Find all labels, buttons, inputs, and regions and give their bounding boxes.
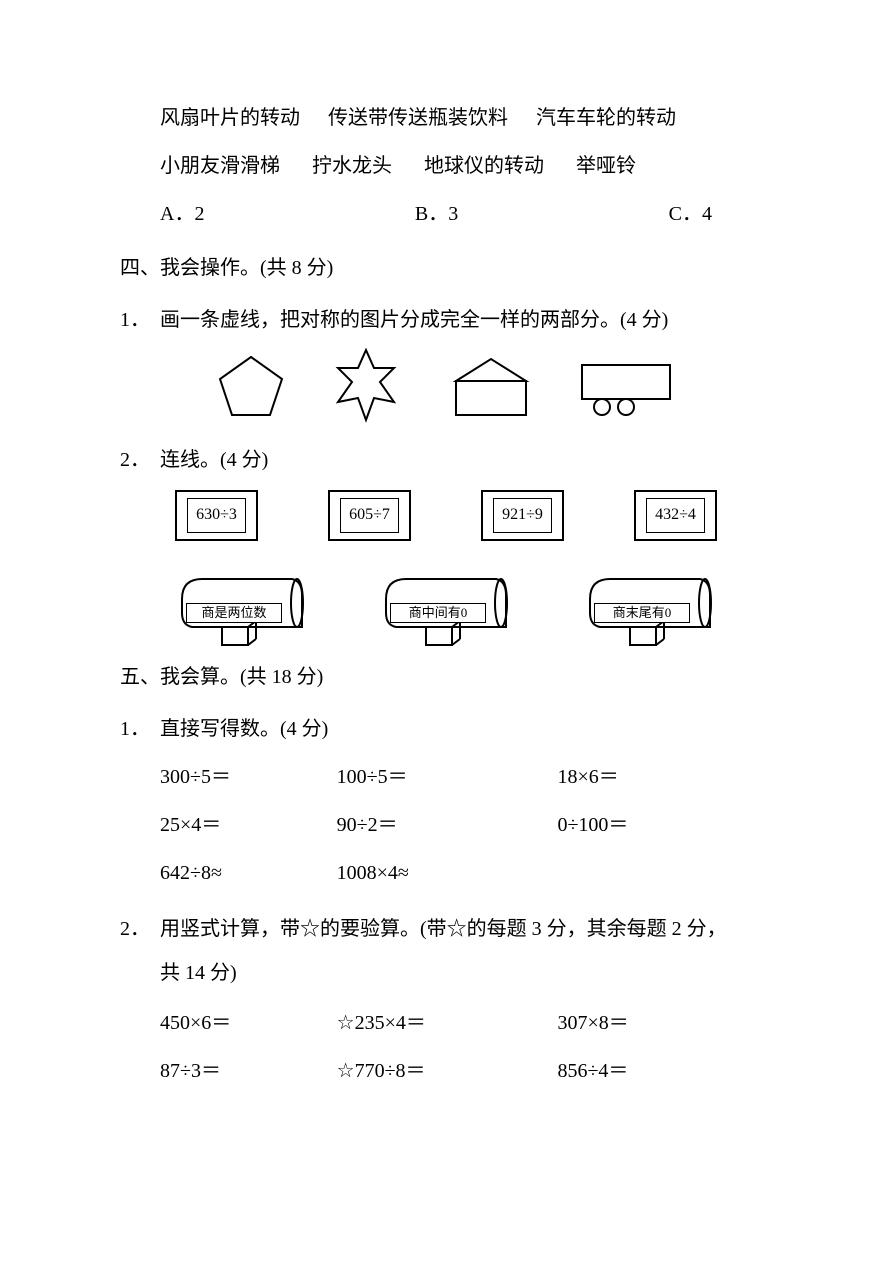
- intro-item: 传送带传送瓶装饮料: [328, 100, 508, 136]
- intro-item: 地球仪的转动: [424, 148, 544, 184]
- pentagon-icon: [216, 353, 286, 421]
- q-number: 2．: [120, 911, 160, 947]
- card: 605÷7: [328, 490, 411, 541]
- answer-options: A．2 B．3 C．4: [120, 196, 772, 232]
- section5-q2: 2． 用竖式计算，带☆的要验算。(带☆的每题 3 分，其余每题 2 分，: [120, 911, 772, 947]
- mailbox: 商末尾有0: [580, 569, 720, 649]
- calc-item: 300÷5＝: [160, 759, 315, 795]
- intro-item: 举哑铃: [576, 148, 636, 184]
- intro-items-row1: 风扇叶片的转动 传送带传送瓶装饮料 汽车车轮的转动: [120, 100, 772, 136]
- mailbox: 商是两位数: [172, 569, 312, 649]
- card: 432÷4: [634, 490, 717, 541]
- calc-item: 450×6＝: [160, 1005, 315, 1041]
- intro-item: 汽车车轮的转动: [536, 100, 676, 136]
- q-text: 直接写得数。(4 分): [160, 711, 772, 747]
- card-label: 432÷4: [646, 498, 705, 533]
- q-number: 1．: [120, 302, 160, 338]
- intro-item: 拧水龙头: [312, 148, 392, 184]
- calc-item: 25×4＝: [160, 807, 315, 843]
- calc-row: 450×6＝ ☆235×4＝ 307×8＝: [120, 1005, 772, 1041]
- card: 921÷9: [481, 490, 564, 541]
- q-text: 画一条虚线，把对称的图片分成完全一样的两部分。(4 分): [160, 302, 772, 338]
- option-a: A．2: [160, 196, 204, 232]
- intro-item: 小朋友滑滑梯: [160, 148, 280, 184]
- intro-items-row2: 小朋友滑滑梯 拧水龙头 地球仪的转动 举哑铃: [120, 148, 772, 184]
- calc-item: ☆770÷8＝: [337, 1053, 536, 1089]
- calc-item: 1008×4≈: [337, 855, 536, 891]
- calc-row: 87÷3＝ ☆770÷8＝ 856÷4＝: [120, 1053, 772, 1089]
- section4-q1: 1． 画一条虚线，把对称的图片分成完全一样的两部分。(4 分): [120, 302, 772, 338]
- calc-item: 100÷5＝: [337, 759, 536, 795]
- option-c: C．4: [669, 196, 712, 232]
- section4-q2: 2． 连线。(4 分): [120, 442, 772, 478]
- section4-heading: 四、我会操作。(共 8 分): [120, 250, 772, 286]
- q-text: 连线。(4 分): [160, 442, 772, 478]
- calc-item: 856÷4＝: [557, 1053, 712, 1089]
- calc-row: 642÷8≈ 1008×4≈: [120, 855, 772, 891]
- wagon-icon: [576, 357, 676, 417]
- section5-heading: 五、我会算。(共 18 分): [120, 659, 772, 695]
- card-label: 605÷7: [340, 498, 399, 533]
- q-text-continuation: 共 14 分): [120, 955, 772, 991]
- q-text: 用竖式计算，带☆的要验算。(带☆的每题 3 分，其余每题 2 分，: [160, 911, 772, 947]
- calc-item: 0÷100＝: [557, 807, 712, 843]
- division-cards: 630÷3 605÷7 921÷9 432÷4: [120, 490, 772, 541]
- symmetry-shapes: [120, 348, 772, 426]
- intro-item: 风扇叶片的转动: [160, 100, 300, 136]
- calc-item: 87÷3＝: [160, 1053, 315, 1089]
- card-label: 630÷3: [187, 498, 246, 533]
- mailbox: 商中间有0: [376, 569, 516, 649]
- card-label: 921÷9: [493, 498, 552, 533]
- calc-row: 25×4＝ 90÷2＝ 0÷100＝: [120, 807, 772, 843]
- q-number: 2．: [120, 442, 160, 478]
- calc-item: [535, 855, 712, 891]
- mailbox-label: 商末尾有0: [594, 603, 690, 623]
- calc-item: 307×8＝: [557, 1005, 712, 1041]
- mailbox-label: 商中间有0: [390, 603, 486, 623]
- card: 630÷3: [175, 490, 258, 541]
- option-b: B．3: [415, 196, 458, 232]
- house-icon: [446, 355, 536, 419]
- calc-item: 18×6＝: [557, 759, 712, 795]
- section5-q1: 1． 直接写得数。(4 分): [120, 711, 772, 747]
- calc-item: ☆235×4＝: [337, 1005, 536, 1041]
- calc-row: 300÷5＝ 100÷5＝ 18×6＝: [120, 759, 772, 795]
- calc-item: 642÷8≈: [160, 855, 337, 891]
- calc-item: 90÷2＝: [337, 807, 536, 843]
- q-number: 1．: [120, 711, 160, 747]
- star-icon: [326, 348, 406, 426]
- mailbox-label: 商是两位数: [186, 603, 282, 623]
- mailboxes: 商是两位数 商中间有0 商末尾有0: [120, 569, 772, 649]
